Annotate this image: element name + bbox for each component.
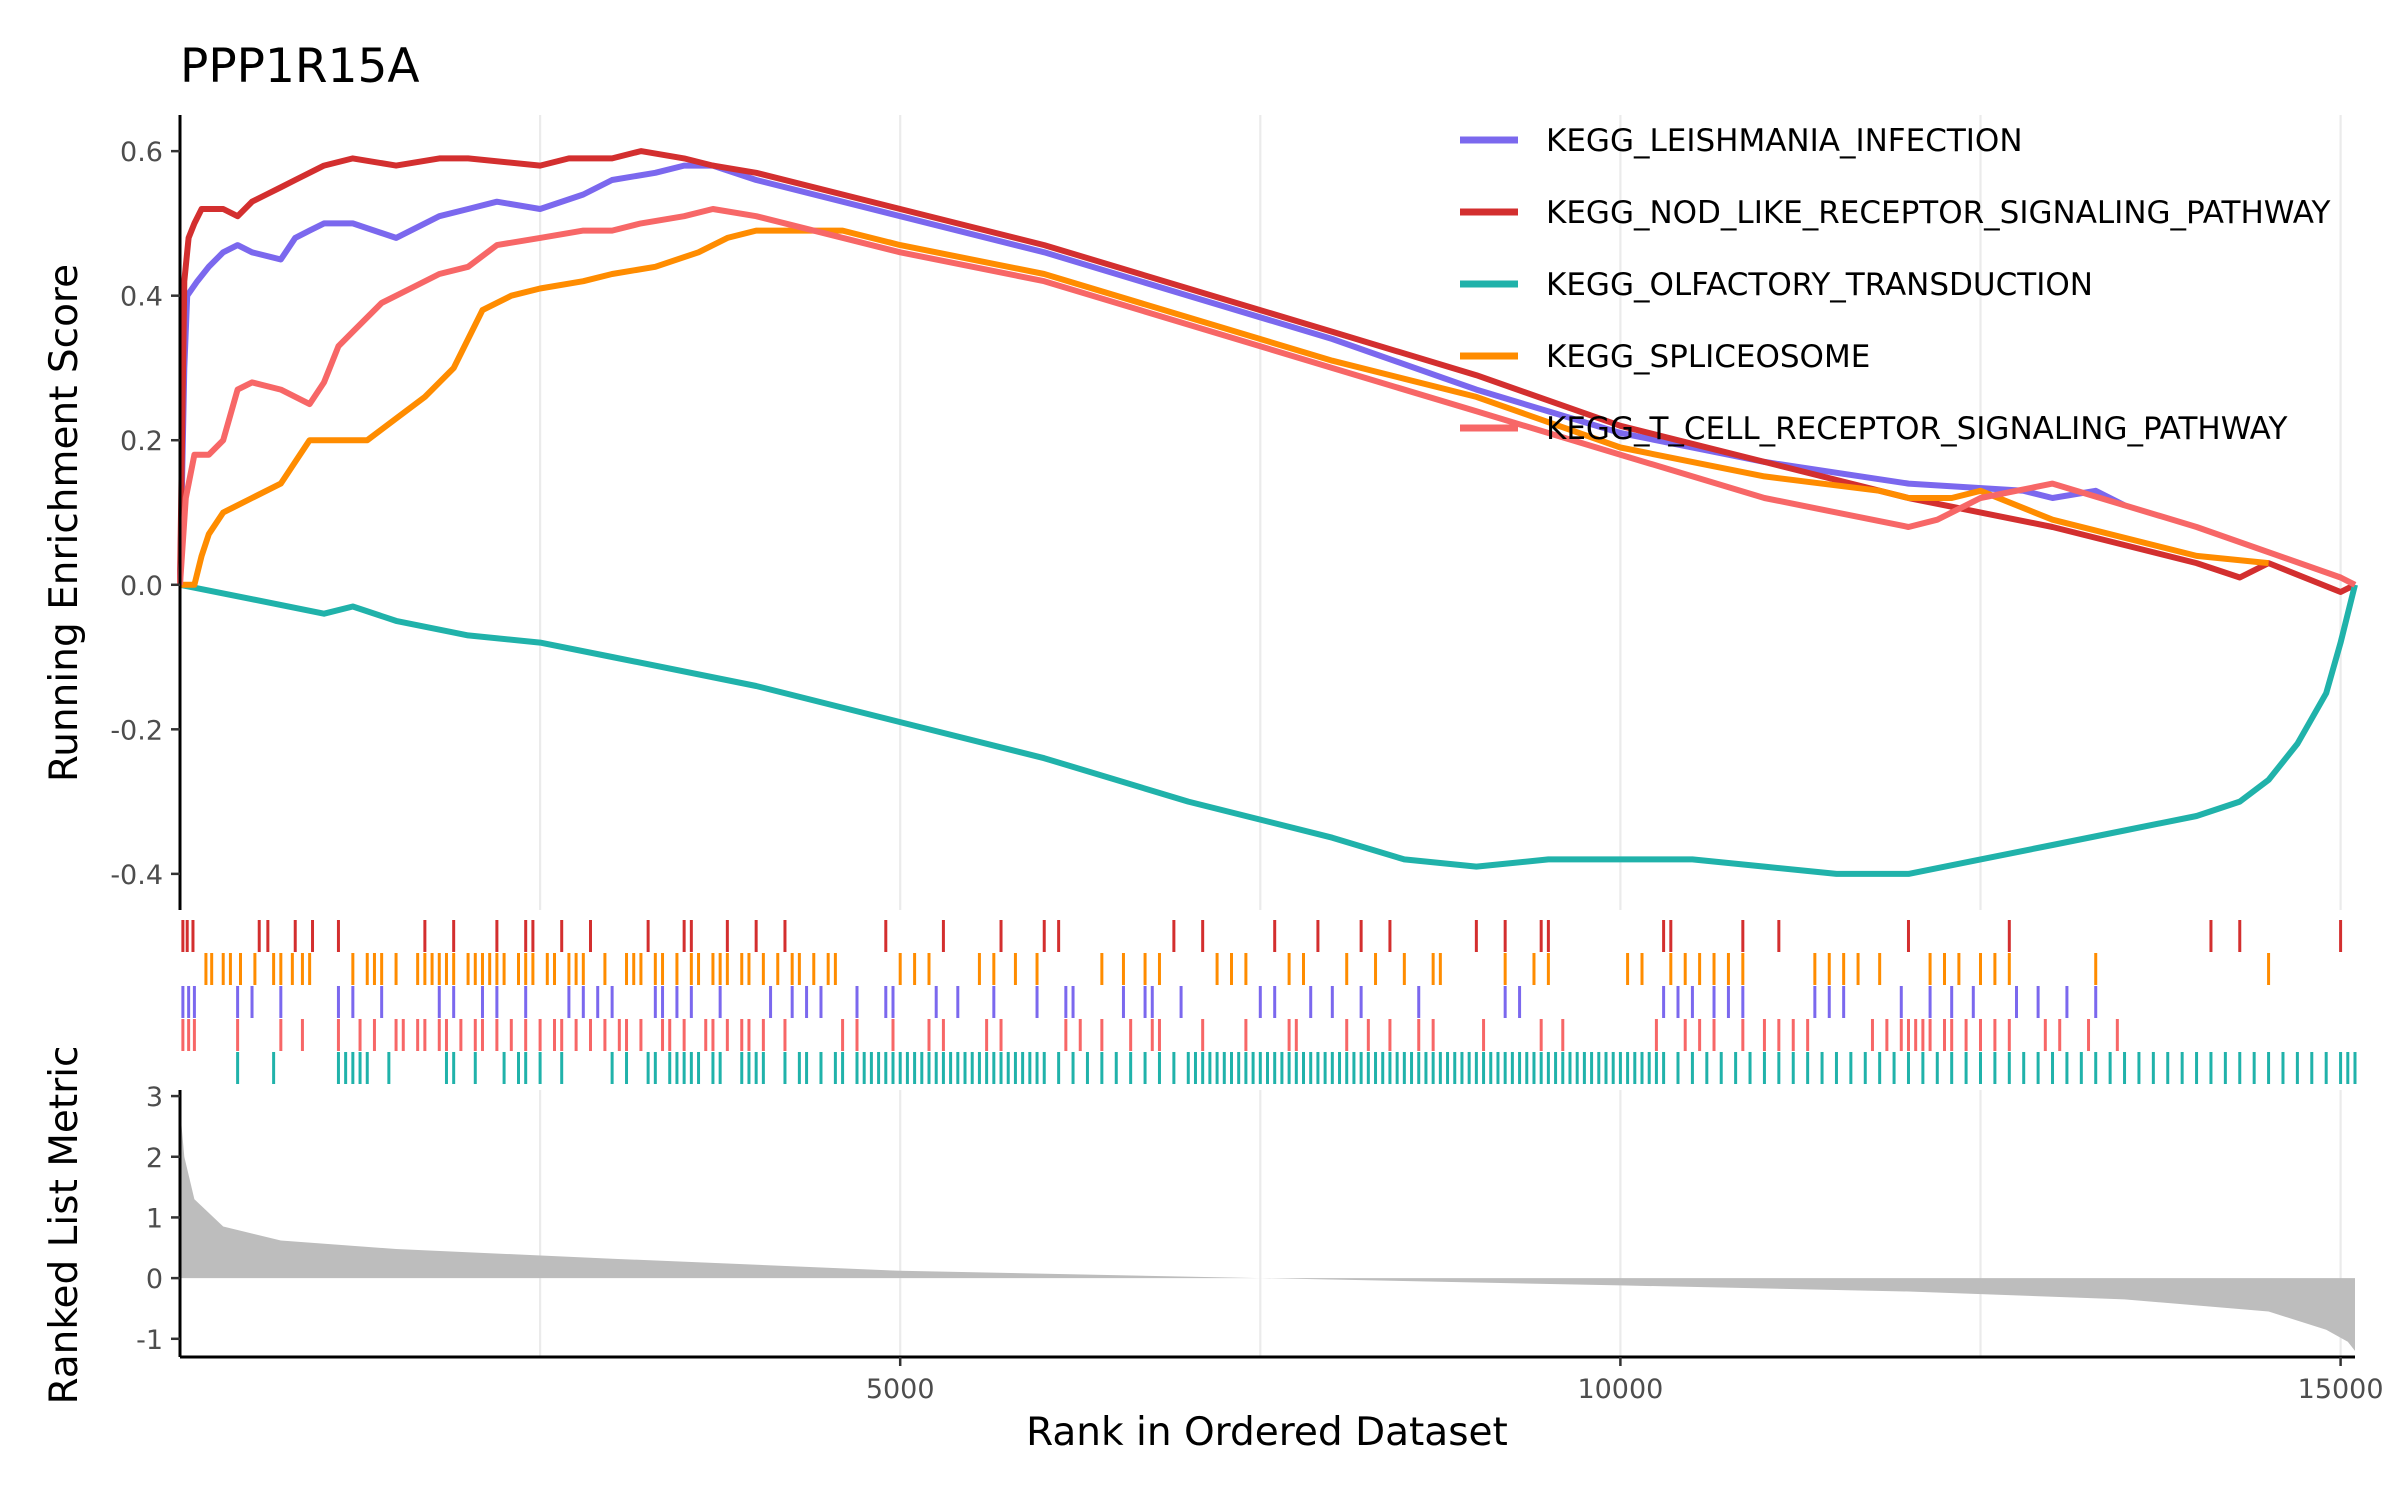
- ranked-metric-area: [180, 1108, 2355, 1351]
- legend: KEGG_LEISHMANIA_INFECTION KEGG_NOD_LIKE_R…: [1460, 123, 2331, 447]
- legend-label: KEGG_LEISHMANIA_INFECTION: [1546, 123, 2023, 159]
- enrichment-lines: [177, 148, 2358, 877]
- series-line-3: [179, 581, 2358, 877]
- legend-label: KEGG_T_CELL_RECEPTOR_SIGNALING_PATHWAY: [1546, 411, 2287, 447]
- chart-title: PPP1R15A: [180, 39, 420, 94]
- legend-label: KEGG_NOD_LIKE_RECEPTOR_SIGNALING_PATHWAY: [1546, 195, 2331, 231]
- y-axis-title-bottom: Ranked List Metric: [42, 1045, 87, 1404]
- tick-labels: 0.6 0.4 0.2 0.0 -0.2 -0.4 3 2 1 0 -1 5000 10000 15000: [110, 137, 2383, 1405]
- y-tick-label-bottom: -1: [136, 1325, 163, 1356]
- y-tick-label-bottom: 3: [146, 1082, 163, 1113]
- legend-label: KEGG_OLFACTORY_TRANSDUCTION: [1546, 267, 2093, 303]
- y-tick-label: 0.2: [120, 426, 163, 457]
- y-tick-label-bottom: 1: [146, 1203, 163, 1234]
- x-tick-label: 10000: [1577, 1374, 1663, 1405]
- bottom-panel-grid: [538, 1090, 2342, 1357]
- y-tick-label-bottom: 2: [146, 1143, 163, 1174]
- legend-label: KEGG_SPLICEOSOME: [1546, 339, 1870, 375]
- hit-ticks: [181, 920, 2357, 1084]
- y-axis-title: Running Enrichment Score: [42, 264, 87, 782]
- x-axis-title: Rank in Ordered Dataset: [1026, 1410, 1508, 1455]
- x-tick-label: 5000: [866, 1374, 935, 1405]
- axes: [178, 115, 2355, 1359]
- top-panel-grid: [538, 115, 2342, 910]
- y-tick-label: 0.0: [120, 571, 163, 602]
- y-tick-label: 0.4: [120, 282, 163, 313]
- ranked-metric-fill: [180, 1108, 2355, 1351]
- y-tick-label-bottom: 0: [146, 1264, 163, 1295]
- series-line-5: [177, 206, 2357, 588]
- x-tick-label: 15000: [2298, 1374, 2384, 1405]
- y-tick-label: -0.4: [110, 860, 163, 891]
- y-tick-label: 0.6: [120, 137, 163, 168]
- series-line-1: [177, 162, 2126, 585]
- series-line-4: [180, 227, 2269, 588]
- y-tick-label: -0.2: [110, 715, 163, 746]
